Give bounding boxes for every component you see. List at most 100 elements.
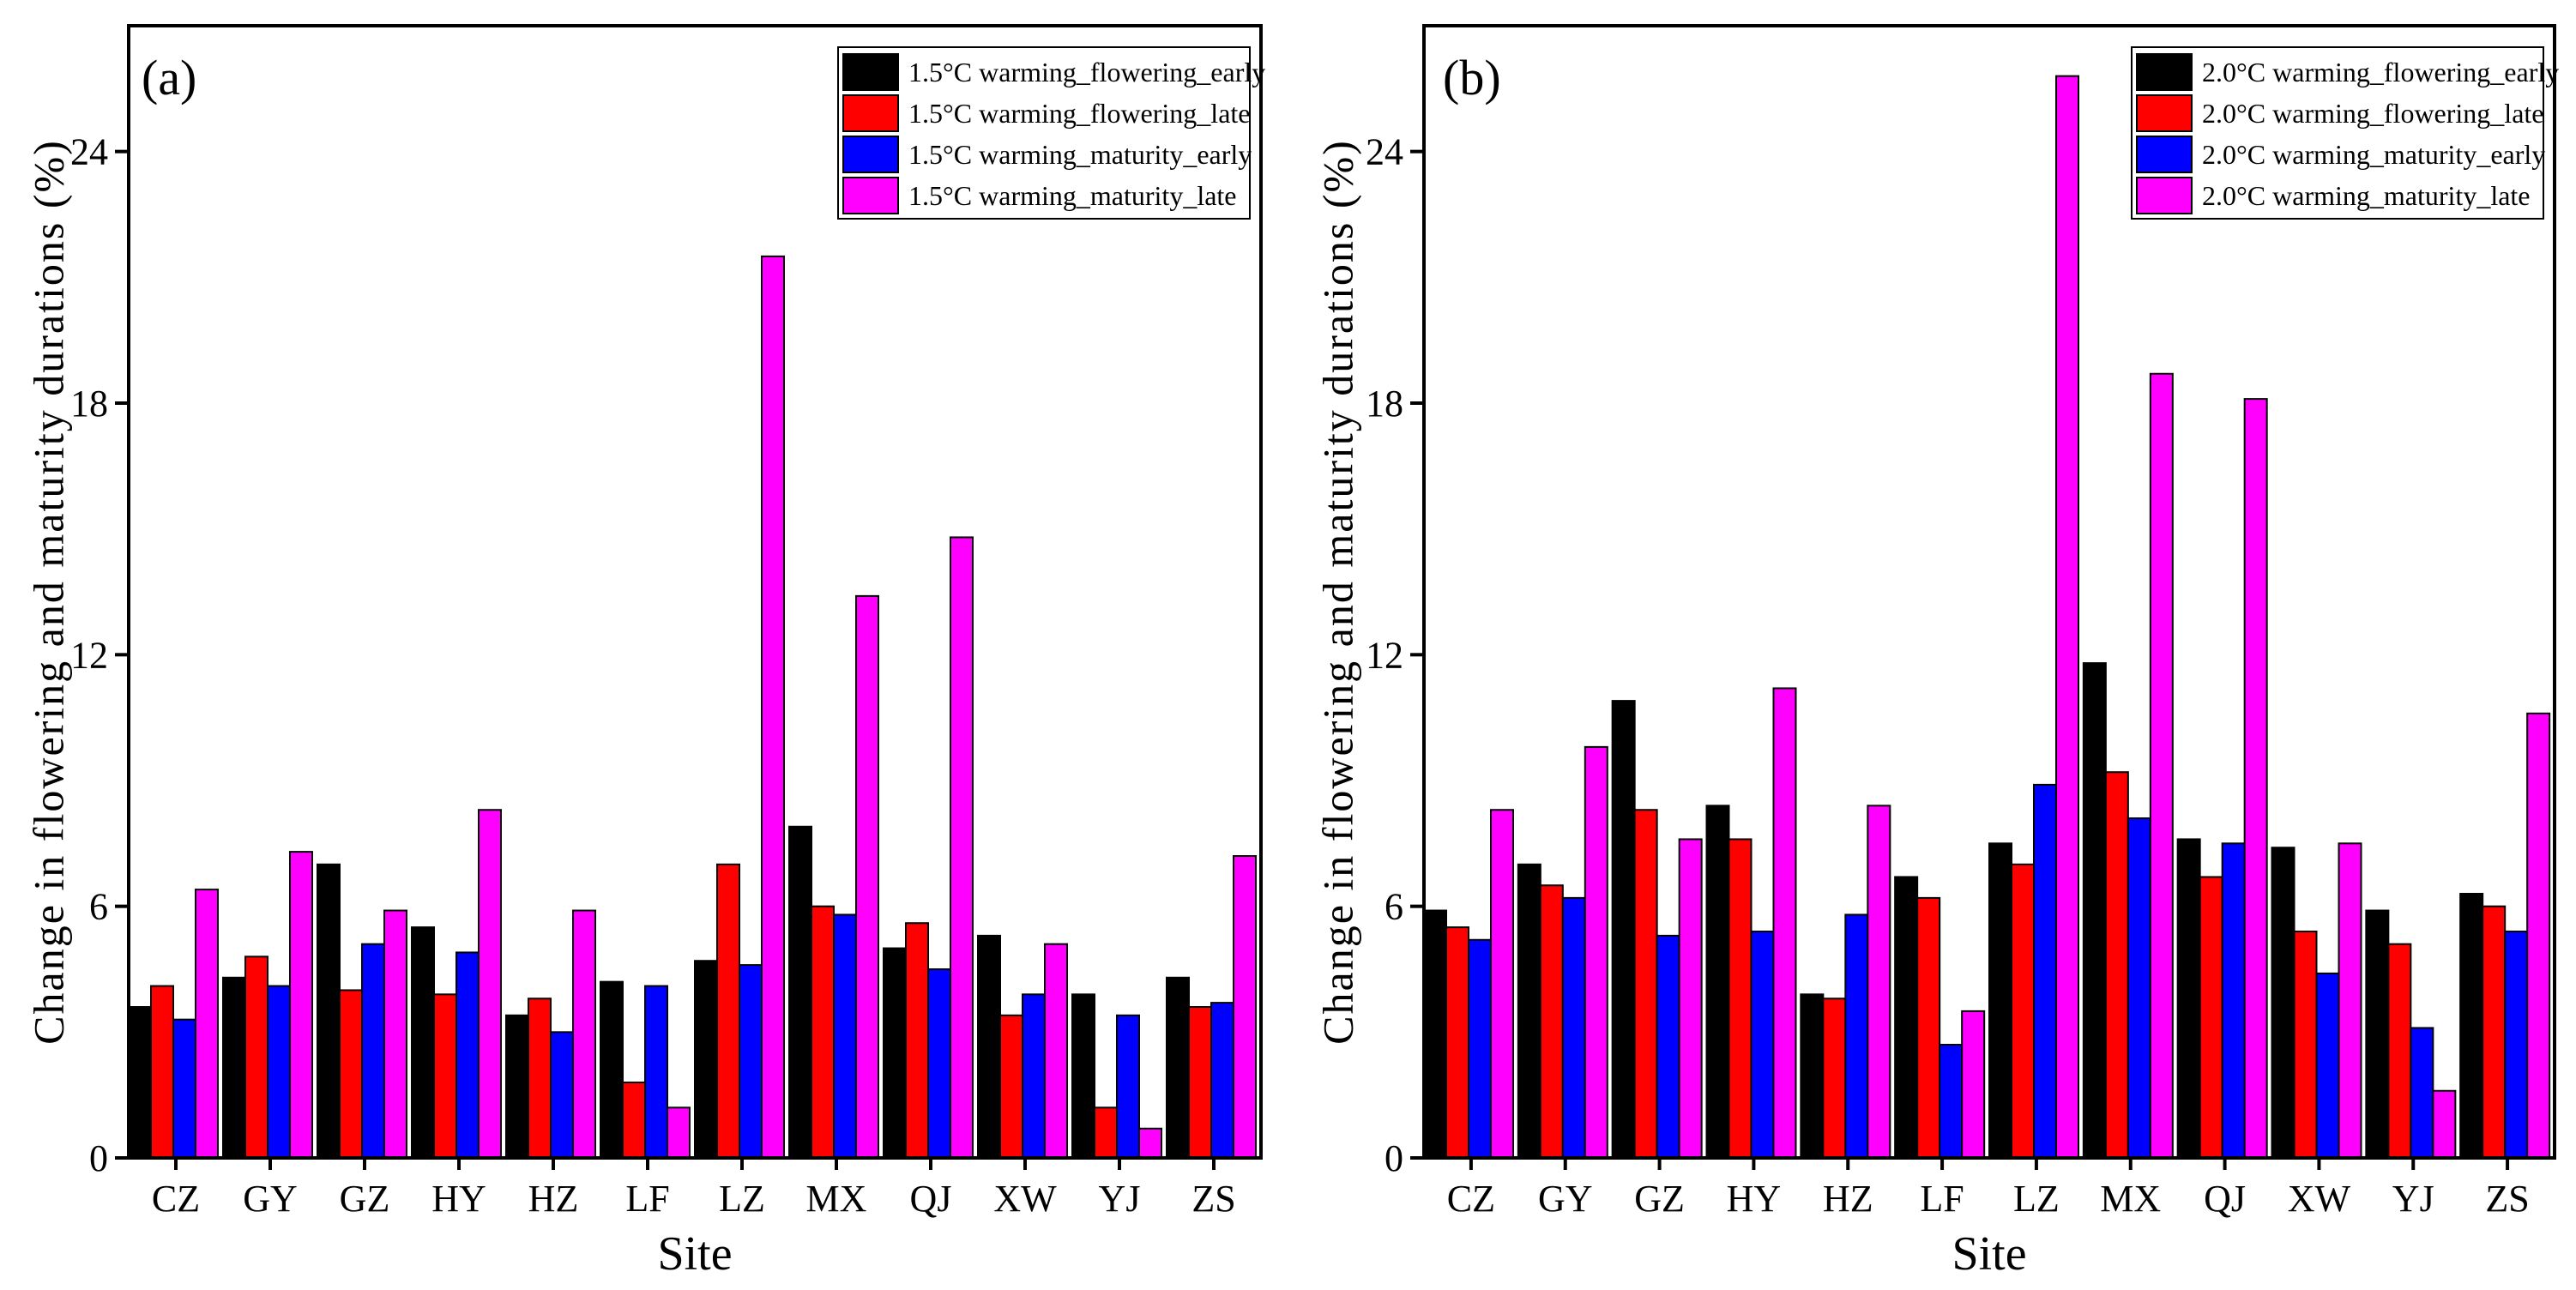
bar-a-1-5-c-warming-maturity-early-yj [1116,1014,1140,1160]
bar-b-2-0-c-warming-maturity-early-cz [1468,938,1492,1160]
y-tick-label-a-0: 0 [89,1137,108,1179]
bars-panel-b [1423,75,2551,1160]
bar-b-2-0-c-warming-flowering-late-zs [2482,905,2507,1159]
x-tick-label-a-gz: GZ [340,1178,390,1220]
bar-a-1-5-c-warming-flowering-early-hy [411,926,435,1159]
panel-label-a: (a) [142,50,196,105]
legend-box-a [837,46,1251,220]
plot-frame-a [127,24,1263,1160]
bar-a-1-5-c-warming-flowering-late-lf [622,1082,646,1159]
bar-a-1-5-c-warming-flowering-early-gy [222,976,246,1160]
x-tick-label-a-cz: CZ [152,1178,200,1220]
bar-a-1-5-c-warming-maturity-early-lf [644,985,668,1159]
bar-a-1-5-c-warming-maturity-late-gy [289,851,313,1159]
x-tick-label-a-lf: LF [625,1178,669,1220]
y-tick-label-b-6: 6 [1385,886,1403,928]
bar-a-1-5-c-warming-flowering-early-lz [694,960,718,1159]
legend-a: 1.5°C warming_flowering_early 1.5°C warmi… [837,46,1265,220]
bar-b-2-0-c-warming-flowering-late-gz [1633,809,1658,1159]
panel-label-b: (b) [1443,50,1501,105]
bar-a-1-5-c-warming-flowering-late-hy [433,993,457,1160]
bar-a-1-5-c-warming-maturity-early-qj [927,968,951,1159]
bar-b-2-0-c-warming-flowering-early-gy [1517,863,1541,1159]
bar-b-2-0-c-warming-maturity-late-xw [2338,842,2362,1159]
legend-b: 2.0°C warming_flowering_early 2.0°C warmi… [2131,46,2559,220]
bar-a-1-5-c-warming-maturity-late-hz [572,909,596,1159]
bar-a-1-5-c-warming-maturity-late-xw [1044,943,1068,1159]
x-axis-b: CZ GY GZ HY HZ LF LZ MX QJ XW YJ ZS [1447,1158,2530,1220]
y-axis-b: 0 6 12 18 24 [1366,131,1424,1179]
legend-label-b-3: 2.0°C warming_maturity_late [2202,180,2531,211]
legend-label-a-1: 1.5°C warming_flowering_late [908,98,1250,129]
legend-box-b [2131,46,2544,220]
legend-label-a-3: 1.5°C warming_maturity_late [908,180,1237,211]
bar-a-1-5-c-warming-maturity-late-lz [761,255,785,1159]
bar-a-1-5-c-warming-maturity-late-hy [478,809,502,1159]
bar-b-2-0-c-warming-flowering-early-gz [1611,700,1636,1159]
bar-b-2-0-c-warming-maturity-late-mx [2149,372,2174,1159]
bar-a-1-5-c-warming-flowering-late-yj [1094,1106,1118,1160]
bar-b-2-0-c-warming-maturity-late-gz [1678,838,1703,1159]
bar-b-2-0-c-warming-maturity-early-xw [2315,972,2340,1160]
x-tick-label-b-hz: HZ [1823,1178,1873,1220]
panel-a: 0 6 12 18 24 CZ GY GZ HY HZ LF LZ MX QJ XW YJ ZS (a) Si… [24,24,1265,1281]
bar-a-1-5-c-warming-flowering-late-lz [716,863,740,1159]
legend-label-a-2: 1.5°C warming_maturity_early [908,139,1252,170]
bar-a-1-5-c-warming-flowering-early-lf [600,980,624,1159]
bar-b-2-0-c-warming-maturity-late-hz [1867,805,1891,1159]
legend-swatch-a-1 [842,94,899,132]
x-tick-label-a-xw: XW [993,1178,1057,1220]
bar-a-1-5-c-warming-maturity-late-cz [195,889,219,1159]
bar-b-2-0-c-warming-maturity-early-lf [1939,1044,1964,1159]
legend-label-a-0: 1.5°C warming_flowering_early [908,57,1265,87]
x-tick-label-b-lf: LF [1920,1178,1964,1220]
x-tick-label-b-yj: YJ [2392,1178,2434,1220]
bar-a-1-5-c-warming-flowering-early-yj [1071,993,1095,1160]
bar-a-1-5-c-warming-flowering-early-hz [505,1014,529,1160]
bar-a-1-5-c-warming-maturity-early-hy [455,951,480,1160]
bar-a-1-5-c-warming-flowering-early-xw [977,934,1001,1160]
bar-b-2-0-c-warming-maturity-early-hz [1844,913,1869,1159]
bar-b-2-0-c-warming-maturity-early-zs [2504,931,2529,1159]
x-axis-title-a: Site [657,1227,732,1281]
bar-b-2-0-c-warming-maturity-late-zs [2526,712,2551,1159]
bar-a-1-5-c-warming-maturity-early-cz [172,1018,196,1159]
bar-a-1-5-c-warming-flowering-late-mx [811,905,835,1159]
bar-b-2-0-c-warming-maturity-early-lz [2033,783,2057,1160]
bar-a-1-5-c-warming-maturity-early-mx [833,913,857,1159]
bar-b-2-0-c-warming-flowering-early-mx [2082,662,2107,1159]
legend-swatch-b-2 [2136,136,2193,173]
plot-frame-b [1422,24,2556,1160]
bar-b-2-0-c-warming-maturity-early-hy [1750,931,1775,1159]
x-tick-label-a-qj: QJ [910,1178,952,1220]
bar-b-2-0-c-warming-maturity-late-qj [2243,398,2268,1160]
x-tick-label-b-xw: XW [2288,1178,2351,1220]
y-tick-label-a-6: 6 [89,886,108,928]
bar-a-1-5-c-warming-flowering-early-qj [883,947,907,1159]
bar-a-1-5-c-warming-flowering-late-qj [905,922,929,1159]
bar-b-2-0-c-warming-flowering-late-mx [2104,771,2129,1159]
bar-b-2-0-c-warming-maturity-early-qj [2221,842,2246,1159]
bar-a-1-5-c-warming-maturity-early-hz [550,1031,574,1160]
x-tick-label-a-yj: YJ [1099,1178,1141,1220]
bar-a-1-5-c-warming-flowering-late-cz [150,985,174,1159]
bar-a-1-5-c-warming-maturity-late-mx [855,594,879,1159]
bar-a-1-5-c-warming-flowering-early-cz [128,1006,152,1159]
x-tick-label-b-mx: MX [2100,1178,2161,1220]
bar-b-2-0-c-warming-flowering-late-hz [1822,998,1847,1159]
bar-a-1-5-c-warming-maturity-early-xw [1022,993,1046,1160]
bar-b-2-0-c-warming-maturity-late-gy [1584,745,1608,1160]
legend-swatch-b-3 [2136,177,2193,214]
bar-b-2-0-c-warming-flowering-late-xw [2293,931,2318,1159]
bar-b-2-0-c-warming-flowering-early-hy [1705,805,1730,1159]
x-axis-title-b: Site [1952,1227,2026,1281]
bar-a-1-5-c-warming-flowering-early-gz [317,863,341,1159]
legend-swatch-a-0 [842,53,899,91]
legend-swatch-b-0 [2136,53,2193,91]
bar-a-1-5-c-warming-flowering-early-mx [788,825,812,1159]
y-tick-label-a-12: 12 [70,634,108,676]
y-tick-label-b-12: 12 [1366,634,1403,676]
x-tick-label-b-lz: LZ [2013,1178,2060,1220]
bar-b-2-0-c-warming-flowering-late-qj [2199,876,2223,1159]
x-tick-label-b-hy: HY [1727,1178,1782,1220]
